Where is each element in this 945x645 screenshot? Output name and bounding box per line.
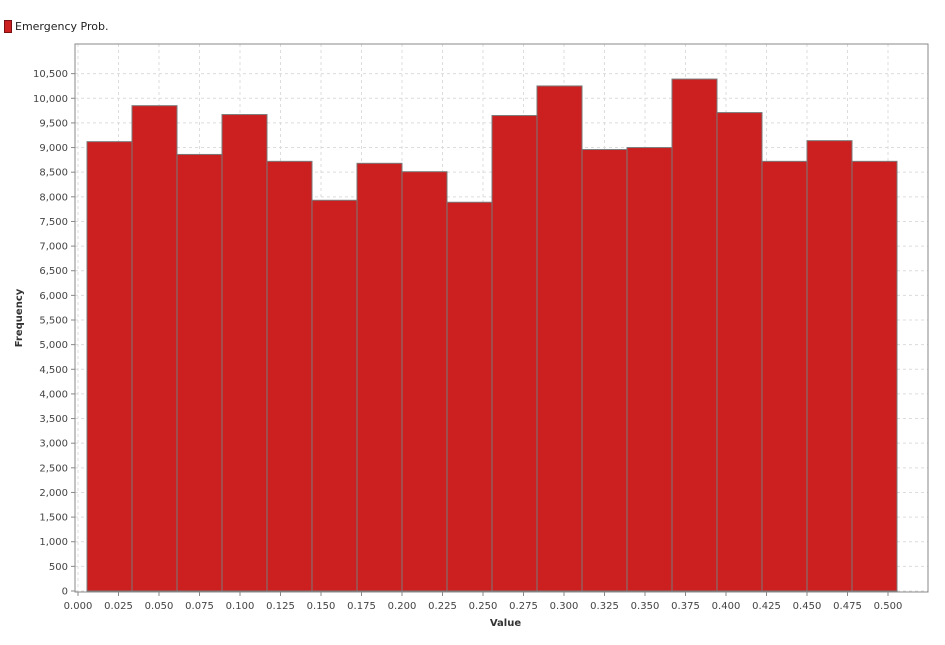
x-tick-label: 0.450 xyxy=(793,601,822,612)
y-tick-label: 2,000 xyxy=(39,488,68,499)
x-tick-label: 0.350 xyxy=(631,601,660,612)
y-tick-label: 8,500 xyxy=(39,168,68,179)
y-tick-label: 9,000 xyxy=(39,143,68,154)
x-tick-label: 0.225 xyxy=(428,601,457,612)
x-tick-label: 0.375 xyxy=(671,601,700,612)
x-tick-label: 0.400 xyxy=(712,601,741,612)
y-axis-title: Frequency xyxy=(14,288,25,347)
x-tick-label: 0.275 xyxy=(509,601,538,612)
x-tick-label: 0.500 xyxy=(874,601,903,612)
x-tick-label: 0.025 xyxy=(104,601,133,612)
x-tick-label: 0.100 xyxy=(226,601,255,612)
x-tick-label: 0.150 xyxy=(307,601,336,612)
y-tick-label: 9,500 xyxy=(39,118,68,129)
legend-label: Emergency Prob. xyxy=(15,19,109,33)
histogram-bar xyxy=(86,141,133,592)
histogram-bar xyxy=(176,153,223,592)
y-tick-label: 6,000 xyxy=(39,291,68,302)
y-tick-label: 4,000 xyxy=(39,389,68,400)
y-tick-label: 5,500 xyxy=(39,316,68,327)
histogram-bar xyxy=(761,160,808,592)
histogram-bar xyxy=(851,160,898,592)
x-tick-label: 0.000 xyxy=(64,601,93,612)
histogram-bar xyxy=(491,115,538,592)
legend-swatch xyxy=(4,19,12,33)
histogram-bar xyxy=(311,199,358,592)
legend: Emergency Prob. xyxy=(4,19,108,33)
x-axis-title: Value xyxy=(490,618,521,629)
x-tick-label: 0.050 xyxy=(145,601,174,612)
histogram-bar xyxy=(716,112,763,592)
y-tick-label: 0 xyxy=(62,587,68,598)
x-tick-label: 0.300 xyxy=(550,601,579,612)
plot-frame xyxy=(74,43,929,593)
x-tick-label: 0.425 xyxy=(752,601,781,612)
x-tick-label: 0.175 xyxy=(347,601,376,612)
y-tick-label: 500 xyxy=(49,562,68,573)
histogram-bar xyxy=(806,140,853,592)
histogram-bar xyxy=(581,149,628,592)
y-tick-label: 1,500 xyxy=(39,513,68,524)
histogram-bar xyxy=(401,171,448,592)
x-tick-label: 0.125 xyxy=(266,601,295,612)
x-tick-label: 0.325 xyxy=(590,601,619,612)
y-tick-label: 3,500 xyxy=(39,414,68,425)
x-tick-label: 0.075 xyxy=(185,601,214,612)
y-tick-label: 2,500 xyxy=(39,463,68,474)
y-tick-label: 5,000 xyxy=(39,340,68,351)
histogram-bar xyxy=(671,78,718,592)
histogram-bar xyxy=(221,114,268,592)
histogram-bar xyxy=(131,105,178,592)
y-tick-label: 3,000 xyxy=(39,439,68,450)
y-tick-label: 4,500 xyxy=(39,365,68,376)
y-tick-label: 1,000 xyxy=(39,537,68,548)
y-tick-label: 8,000 xyxy=(39,192,68,203)
y-tick-label: 10,000 xyxy=(33,94,68,105)
histogram-bar xyxy=(446,201,493,592)
y-tick-label: 7,500 xyxy=(39,217,68,228)
y-tick-label: 10,500 xyxy=(33,69,68,80)
x-tick-label: 0.250 xyxy=(469,601,498,612)
histogram-bar xyxy=(626,147,673,592)
histogram-bar xyxy=(266,160,313,592)
histogram-bar xyxy=(356,162,403,592)
histogram-bar xyxy=(536,85,583,592)
x-tick-label: 0.475 xyxy=(833,601,862,612)
y-tick-label: 6,500 xyxy=(39,266,68,277)
y-tick-label: 7,000 xyxy=(39,242,68,253)
x-tick-label: 0.200 xyxy=(388,601,417,612)
